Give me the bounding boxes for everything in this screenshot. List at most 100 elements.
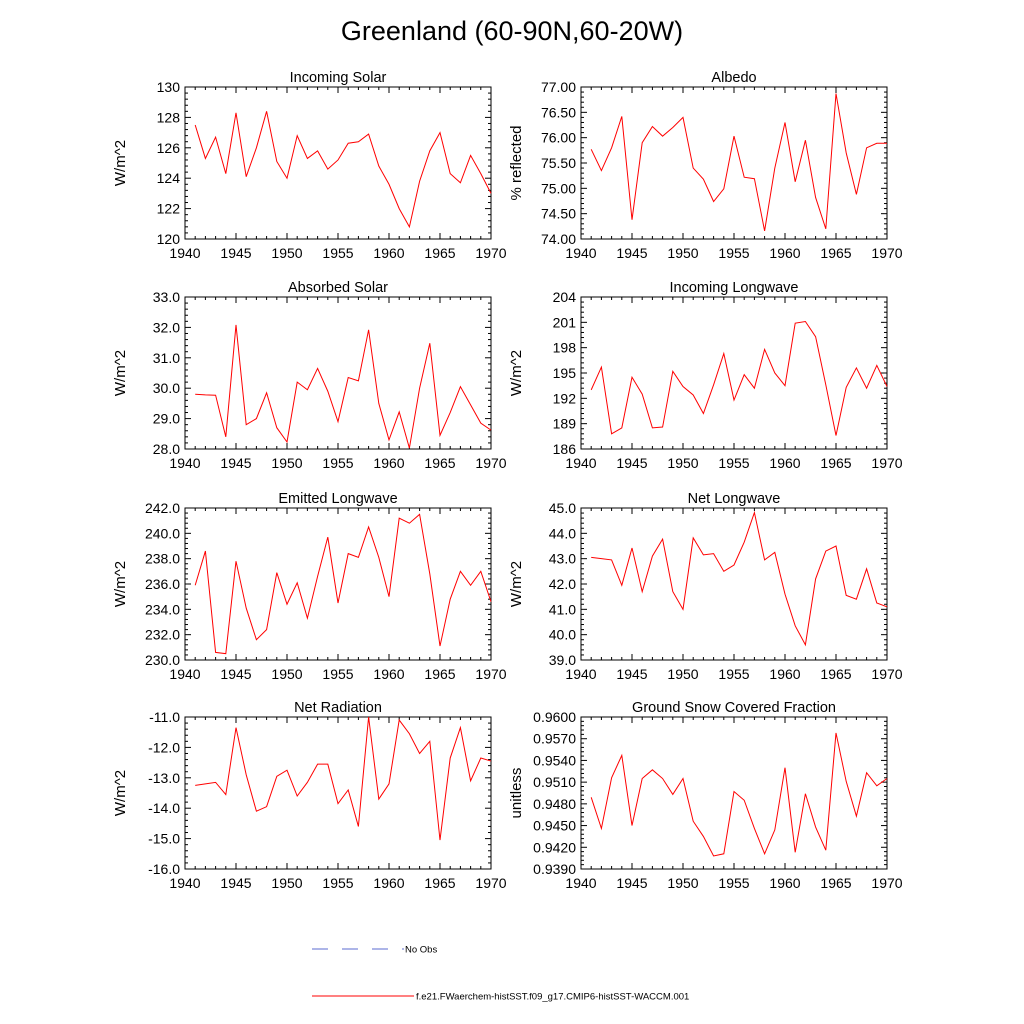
- x-tick-label: 1940: [169, 455, 200, 471]
- y-tick-label: 76.50: [541, 104, 576, 120]
- x-tick-label: 1950: [271, 245, 302, 261]
- y-axis-label: W/m^2: [112, 561, 129, 607]
- y-tick-label: 192: [553, 390, 577, 406]
- y-tick-label: -13.0: [148, 770, 180, 786]
- panel-title: Albedo: [711, 70, 756, 86]
- series-line-1: [195, 324, 492, 449]
- x-tick-label: 1940: [565, 875, 596, 891]
- y-tick-label: 198: [553, 340, 577, 356]
- y-tick-label: 0.9570: [533, 731, 576, 747]
- chart-panel-8: 1940 1945 1950 1955 1960 1965 1970 0.9390 0.9420…: [508, 700, 903, 891]
- plot-frame: [184, 296, 492, 450]
- series-line-1: [590, 93, 887, 231]
- panel-title: Incoming Longwave: [670, 280, 799, 296]
- panel-title: Net Longwave: [688, 491, 781, 507]
- y-axis-label: W/m^2: [508, 561, 525, 607]
- chart-panel-3: 1940 1945 1950 1955 1960 1965 1970 28.0 29.0 30.0…: [112, 280, 507, 471]
- y-tick-label: 122: [157, 201, 181, 217]
- y-tick-label: 204: [553, 289, 577, 305]
- y-tick-label: 189: [553, 416, 577, 432]
- y-tick-label: 126: [157, 140, 181, 156]
- y-tick-label: 0.9390: [533, 861, 576, 877]
- panel-title: Ground Snow Covered Fraction: [632, 700, 836, 716]
- x-tick-label: 1960: [769, 875, 800, 891]
- chart-panel-2: 1940 1945 1950 1955 1960 1965 1970 74.00 74.50 75…: [508, 70, 903, 261]
- y-tick-label: -11.0: [149, 709, 180, 725]
- y-tick-label: 120: [157, 231, 181, 247]
- y-axis-label: unitless: [508, 768, 525, 819]
- panel-title: Absorbed Solar: [288, 280, 388, 296]
- y-tick-label: 128: [157, 109, 181, 125]
- series-line-1: [590, 732, 888, 857]
- chart-panel-1: 1940 1945 1950 1955 1960 1965 1970 120 122 124 126…: [112, 70, 507, 261]
- series-line-1: [194, 513, 492, 655]
- y-tick-label: 39.0: [549, 652, 576, 668]
- x-tick-label: 1950: [667, 245, 698, 261]
- x-tick-label: 1940: [565, 455, 596, 471]
- y-tick-label: 186: [553, 441, 577, 457]
- chart-panel-7: 1940 1945 1950 1955 1960 1965 1970 -16.0 -15.0 -1…: [112, 700, 507, 891]
- y-tick-label: 242.0: [145, 500, 180, 516]
- x-tick-label: 1970: [871, 666, 902, 682]
- y-tick-label: 42.0: [549, 576, 576, 592]
- x-tick-label: 1970: [871, 455, 902, 471]
- y-tick-label: 232.0: [145, 627, 180, 643]
- x-tick-label: 1955: [718, 875, 749, 891]
- y-tick-label: 31.0: [153, 350, 180, 366]
- y-tick-label: 230.0: [145, 652, 180, 668]
- x-tick-label: 1965: [820, 245, 851, 261]
- y-tick-label: 76.00: [541, 130, 576, 146]
- y-tick-label: 74.00: [541, 231, 576, 247]
- x-tick-label: 1955: [322, 455, 353, 471]
- y-tick-label: 75.00: [541, 180, 576, 196]
- x-tick-label: 1940: [169, 666, 200, 682]
- y-tick-label: 238.0: [145, 551, 180, 567]
- x-tick-label: 1940: [169, 875, 200, 891]
- y-tick-label: 0.9480: [533, 796, 576, 812]
- x-tick-label: 1960: [373, 666, 404, 682]
- series-line-1: [195, 716, 492, 841]
- y-tick-label: -15.0: [148, 831, 180, 847]
- x-tick-label: 1945: [616, 875, 647, 891]
- x-tick-label: 1940: [565, 666, 596, 682]
- y-tick-label: 33.0: [153, 289, 180, 305]
- x-tick-label: 1965: [424, 245, 455, 261]
- y-tick-label: 44.0: [549, 525, 576, 541]
- x-tick-label: 1945: [220, 666, 251, 682]
- y-tick-label: 124: [157, 170, 181, 186]
- x-tick-label: 1945: [220, 455, 251, 471]
- y-tick-label: 130: [157, 79, 181, 95]
- y-tick-label: 234.0: [145, 601, 180, 617]
- series-line-1: [591, 510, 888, 647]
- x-tick-label: 1970: [475, 875, 506, 891]
- chart-panel-4: 1940 1945 1950 1955 1960 1965 1970 186 189 192 195…: [508, 280, 903, 471]
- y-tick-label: 201: [553, 314, 577, 330]
- x-tick-label: 1960: [373, 245, 404, 261]
- x-tick-label: 1945: [616, 245, 647, 261]
- x-tick-label: 1965: [424, 455, 455, 471]
- plot-frame: [184, 716, 492, 870]
- plot-frame: [184, 507, 492, 661]
- series-line-1: [194, 111, 492, 229]
- x-tick-label: 1955: [718, 245, 749, 261]
- y-tick-label: 236.0: [145, 576, 180, 592]
- x-tick-label: 1945: [220, 245, 251, 261]
- y-axis-label: W/m^2: [112, 350, 129, 396]
- panel-title: Incoming Solar: [290, 70, 387, 86]
- y-tick-label: 0.9510: [533, 774, 576, 790]
- panel-title: Net Radiation: [294, 700, 382, 716]
- y-tick-label: 29.0: [153, 411, 180, 427]
- y-tick-label: 0.9600: [533, 709, 576, 725]
- legend-label-model: f.e21.FWaerchem-histSST.f09_g17.CMIP6-hi…: [416, 992, 689, 1003]
- x-tick-label: 1955: [322, 875, 353, 891]
- y-tick-label: 41.0: [549, 601, 576, 617]
- panel-title: Emitted Longwave: [278, 491, 397, 507]
- x-tick-label: 1955: [718, 666, 749, 682]
- x-tick-label: 1965: [424, 666, 455, 682]
- y-axis-label: W/m^2: [112, 770, 129, 816]
- x-tick-label: 1960: [373, 455, 404, 471]
- plot-frame: [580, 296, 888, 450]
- y-tick-label: 40.0: [549, 627, 576, 643]
- x-tick-label: 1945: [220, 875, 251, 891]
- plot-frame: [184, 86, 492, 240]
